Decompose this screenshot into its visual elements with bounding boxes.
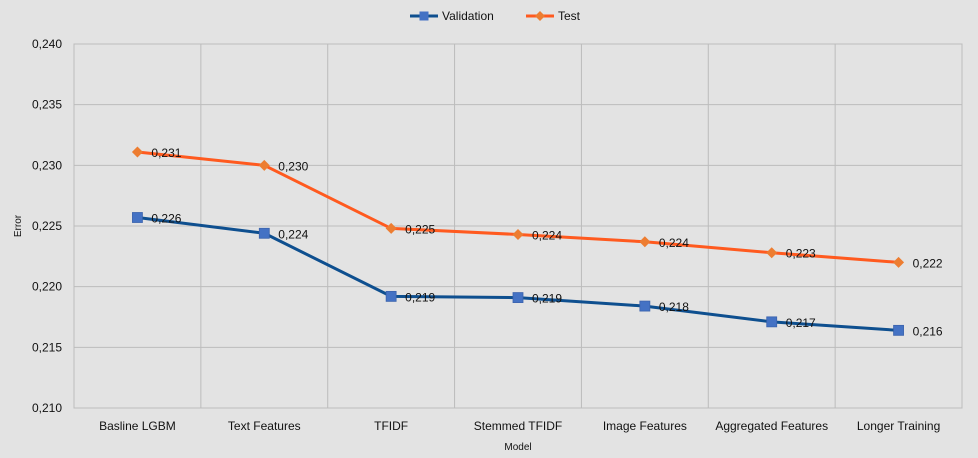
legend-item-test: Test <box>526 9 581 23</box>
legend-item-validation: Validation <box>410 9 494 23</box>
data-label: 0,224 <box>659 236 689 250</box>
legend-marker <box>535 11 545 21</box>
y-tick-label: 0,230 <box>32 158 62 172</box>
series-layer: 0,226 0,224 0,219 0,219 0,218 0,217 0,216 0,231… <box>131 146 943 338</box>
y-tick-label: 0,225 <box>32 219 62 233</box>
data-point-marker <box>639 300 651 312</box>
y-tick-label: 0,240 <box>32 37 62 51</box>
data-point-marker <box>512 228 524 240</box>
data-label: 0,224 <box>532 228 562 242</box>
data-label: 0,216 <box>913 324 943 338</box>
data-point-marker <box>893 256 905 268</box>
series-test: 0,231 0,230 0,225 0,224 0,224 0,223 0,222 <box>131 146 943 270</box>
y-tick-label: 0,220 <box>32 280 62 294</box>
data-point-marker <box>132 212 143 223</box>
data-label: 0,222 <box>913 256 943 270</box>
data-label: 0,230 <box>278 159 308 173</box>
legend-label: Validation <box>442 9 494 23</box>
x-tick-label: Longer Training <box>857 419 940 433</box>
x-tick-label: Aggregated Features <box>715 419 828 433</box>
y-tick-label: 0,215 <box>32 340 62 354</box>
data-label: 0,219 <box>405 290 435 304</box>
legend-marker <box>419 11 429 21</box>
y-tick-label: 0,235 <box>32 98 62 112</box>
data-point-marker <box>258 227 270 239</box>
data-label: 0,223 <box>786 247 816 261</box>
gridlines <box>74 43 962 409</box>
data-label: 0,224 <box>278 227 308 241</box>
data-point-marker <box>766 247 778 259</box>
y-axis-ticks: 0,210 0,215 0,220 0,225 0,230 0,235 0,240 <box>32 37 62 415</box>
x-tick-label: Basline LGBM <box>99 419 176 433</box>
legend: Validation Test <box>410 9 581 23</box>
data-point-marker <box>258 159 270 171</box>
data-point-marker <box>639 236 651 248</box>
data-point-marker <box>512 292 524 303</box>
data-point-marker <box>131 146 143 158</box>
data-label: 0,219 <box>532 292 562 306</box>
x-tick-label: TFIDF <box>374 419 408 433</box>
data-point-marker <box>766 316 778 328</box>
y-tick-label: 0,210 <box>32 401 62 415</box>
data-label: 0,217 <box>786 316 816 330</box>
x-tick-label: Image Features <box>603 419 687 433</box>
x-axis-ticks: Basline LGBM Text Features TFIDF Stemmed TF… <box>99 419 940 433</box>
data-label: 0,225 <box>405 222 435 236</box>
data-point-marker <box>385 222 397 234</box>
data-label: 0,231 <box>151 146 181 160</box>
data-point-marker <box>385 290 397 302</box>
data-label: 0,226 <box>151 212 181 226</box>
x-axis-title: Model <box>504 442 531 453</box>
legend-label: Test <box>558 9 581 23</box>
data-point-marker <box>893 324 904 336</box>
x-tick-label: Stemmed TFIDF <box>474 419 562 433</box>
y-axis-title: Error <box>13 214 24 237</box>
data-label: 0,218 <box>659 300 689 314</box>
x-tick-label: Text Features <box>228 419 301 433</box>
series-validation: 0,226 0,224 0,219 0,219 0,218 0,217 0,216 <box>132 212 943 338</box>
